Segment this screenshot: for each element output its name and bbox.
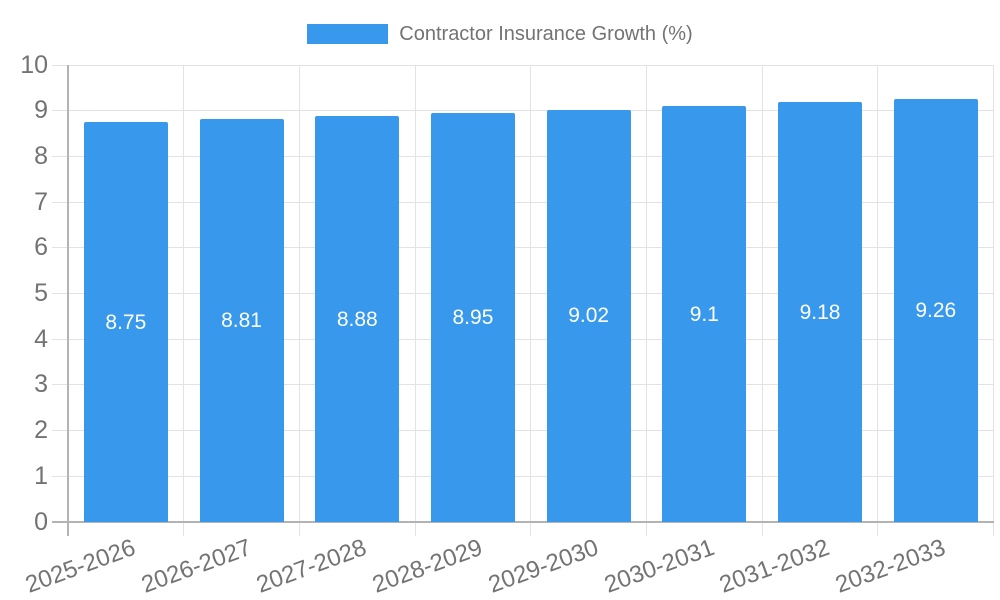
x-axis-tick [877, 522, 879, 536]
y-axis-tick [52, 430, 68, 432]
y-axis-tick [52, 293, 68, 294]
x-axis-tick-label: 2028-2029 [369, 534, 487, 599]
x-axis-tick-label: 2031-2032 [716, 534, 834, 599]
y-axis-tick [52, 64, 68, 66]
y-axis-tick-label: 8 [34, 141, 48, 170]
x-axis-tick-label: 2029-2030 [484, 534, 602, 599]
x-gridline [530, 65, 532, 522]
x-axis-tick [993, 522, 995, 536]
x-axis-line [52, 521, 994, 523]
x-axis-tick [414, 522, 416, 536]
legend-label: Contractor Insurance Growth (%) [399, 23, 693, 45]
x-gridline [993, 65, 995, 522]
x-gridline [298, 65, 300, 522]
x-axis-tick [298, 522, 300, 536]
bar[interactable] [199, 119, 284, 522]
bar[interactable] [778, 102, 863, 522]
x-gridline [877, 65, 879, 522]
y-axis-line [67, 65, 69, 536]
y-axis-tick-label: 5 [34, 279, 48, 307]
x-axis-tick [761, 522, 763, 536]
bar[interactable] [662, 106, 747, 522]
y-axis-tick [52, 384, 68, 386]
y-axis-tick-label: 9 [34, 96, 48, 125]
x-gridline [183, 65, 185, 522]
bar[interactable] [83, 122, 168, 522]
x-axis-tick [646, 522, 647, 536]
x-axis-tick-label: 2025-2026 [22, 534, 140, 599]
y-axis-tick-label: 2 [34, 416, 48, 445]
y-axis-tick-label: 4 [34, 324, 48, 353]
x-axis-tick-label: 2030-2031 [600, 534, 718, 599]
y-axis-tick-label: 6 [34, 233, 48, 262]
y-axis-tick-label: 1 [34, 461, 48, 490]
bar[interactable] [546, 109, 631, 522]
legend-swatch-icon [307, 24, 389, 44]
y-axis-tick-label: 0 [34, 507, 48, 536]
y-axis-tick [52, 155, 68, 157]
x-gridline [761, 65, 763, 522]
x-axis-tick-label: 2027-2028 [253, 534, 371, 599]
y-axis-tick-label: 10 [20, 50, 48, 79]
y-axis-tick [52, 110, 68, 112]
x-gridline [414, 65, 416, 522]
x-axis-tick-label: 2026-2027 [137, 534, 255, 599]
y-axis-tick-label: 3 [34, 370, 48, 399]
x-axis-tick [530, 522, 532, 536]
x-axis-tick-label: 2032-2033 [831, 534, 949, 599]
chart-legend[interactable]: Contractor Insurance Growth (%) [0, 22, 1000, 46]
y-axis-tick [52, 201, 68, 203]
x-axis-tick [183, 522, 185, 536]
y-axis-tick [52, 338, 68, 340]
y-axis-tick [52, 247, 68, 249]
bar[interactable] [893, 98, 978, 522]
y-axis-tick-label: 7 [34, 187, 48, 216]
bar[interactable] [315, 116, 400, 522]
x-gridline [646, 65, 647, 522]
bar[interactable] [430, 112, 515, 522]
y-axis-tick [52, 475, 68, 477]
